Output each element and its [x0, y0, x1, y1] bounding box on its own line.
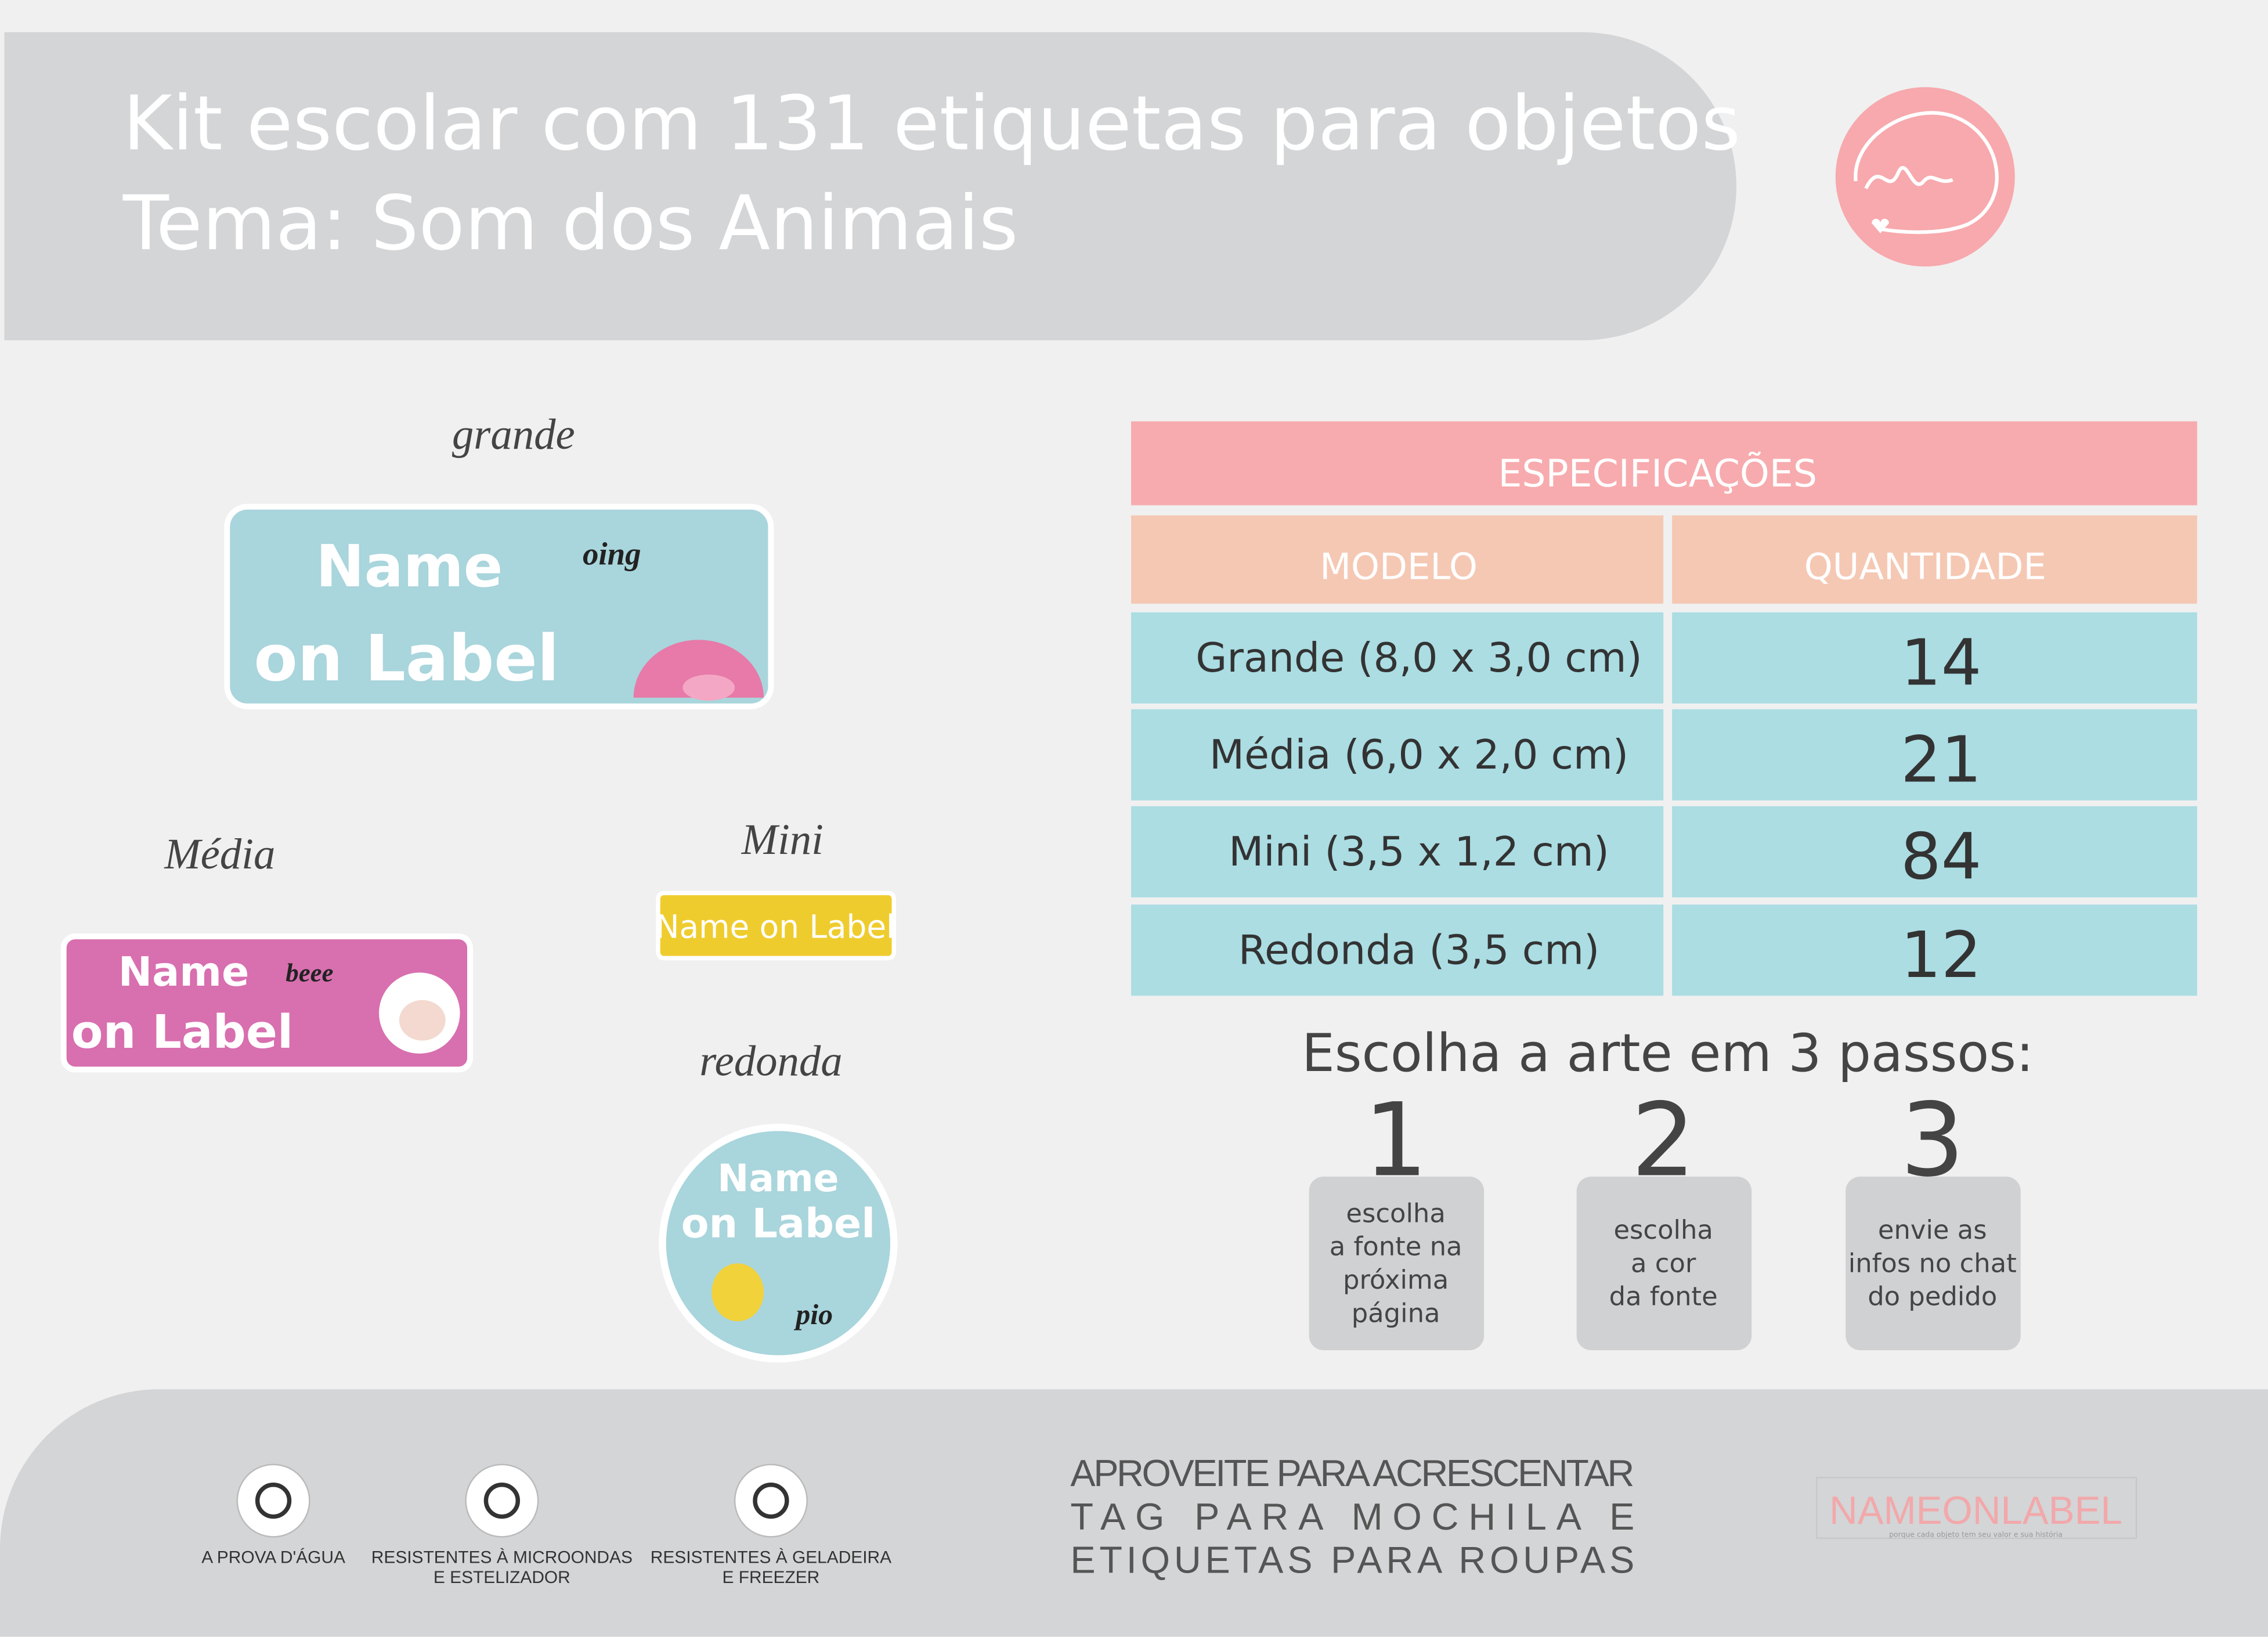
table-body: Grande (8,0 x 3,0 cm) 14 Média (6,0 x 2,0 …	[1131, 612, 2197, 996]
brand-box	[1816, 1477, 2137, 1539]
step-text: a cor	[1631, 1247, 1696, 1278]
model-name: Redonda (3,5 cm)	[1238, 926, 1600, 973]
feature-icon-inner	[255, 1482, 292, 1519]
quantity: 14	[1901, 625, 1982, 699]
step-text: do pedido	[1868, 1281, 1997, 1312]
step-text: escolha	[1613, 1214, 1713, 1245]
header-band	[4, 32, 1737, 341]
cell	[1672, 806, 2197, 897]
label-text: Name	[316, 532, 503, 600]
caption: Mini	[741, 816, 824, 864]
brand-name: NAMEONLABEL	[1829, 1489, 2122, 1533]
model-name: Mini (3,5 x 1,2 cm)	[1229, 828, 1609, 875]
feature-icon-inner	[753, 1482, 789, 1519]
label-text: on Label	[71, 1005, 293, 1059]
feature-label: RESISTENTES À MICROONDAS	[371, 1548, 633, 1567]
chick	[712, 1263, 764, 1322]
feature-icon-inner	[483, 1482, 520, 1519]
model-name: Grande (8,0 x 3,0 cm)	[1196, 634, 1642, 682]
feature-icon	[236, 1463, 310, 1538]
step-number: 1	[1364, 1081, 1428, 1199]
cell	[1131, 904, 1664, 996]
subtitle: Tema: Som dos Animais	[122, 179, 1019, 267]
title: Kit escolar com 131 etiquetas para objet…	[123, 80, 1740, 167]
pig-snout	[682, 675, 735, 701]
label-media	[60, 933, 473, 1073]
cell	[1672, 904, 2197, 996]
feature-label: A PROVA D'ÁGUA	[201, 1548, 345, 1567]
step-number: 3	[1900, 1081, 1964, 1199]
label-text: on Label	[681, 1200, 876, 1247]
feature-label: E FREEZER	[723, 1568, 820, 1587]
step-box	[1309, 1176, 1485, 1350]
logo-mark	[1854, 111, 1999, 235]
column-header: QUANTIDADE	[1804, 546, 2046, 588]
caption: grande	[452, 410, 575, 459]
label-text: pio	[793, 1299, 833, 1330]
table-title: ESPECIFICAÇÕES	[1498, 452, 1817, 496]
footer-band	[0, 1389, 2268, 1637]
step-text: página	[1352, 1297, 1440, 1328]
label-text: Name	[717, 1157, 839, 1200]
cell	[1131, 709, 1664, 801]
step-text: da fonte	[1609, 1281, 1718, 1312]
label-mini	[656, 890, 897, 961]
step-text: escolha	[1346, 1198, 1445, 1228]
cell	[1131, 806, 1664, 897]
cell	[1672, 612, 2197, 704]
header-cell	[1131, 515, 1664, 604]
model-name: Média (6,0 x 2,0 cm)	[1209, 731, 1628, 778]
quantity: 84	[1901, 819, 1982, 893]
step-text: envie as	[1878, 1214, 1987, 1245]
caption: Média	[164, 830, 275, 878]
step-text: infos no chat	[1848, 1247, 2017, 1278]
caption: redonda	[699, 1037, 842, 1085]
quantity: 21	[1901, 722, 1982, 796]
step-box	[1576, 1176, 1752, 1350]
promo-line: TAG PARA MOCHILA E	[1070, 1495, 1634, 1538]
label-text: Name	[118, 949, 249, 996]
feature-icon	[734, 1463, 808, 1538]
feature-label: RESISTENTES À GELADEIRA	[651, 1548, 891, 1567]
cell	[1672, 709, 2197, 801]
step-text: próxima	[1343, 1264, 1449, 1295]
step-text: a fonte na	[1330, 1231, 1462, 1262]
label-text: oing	[583, 536, 641, 572]
cell	[1131, 612, 1664, 704]
brand-tagline: porque cada objeto tem seu valor e sua h…	[1889, 1530, 2063, 1538]
label-text: on Label	[254, 621, 559, 695]
label-text: beee	[286, 958, 333, 987]
label-text: Name on Label	[655, 908, 895, 946]
step-box	[1846, 1176, 2021, 1350]
column-header: MODELO	[1320, 546, 1478, 588]
features: A PROVA D'ÁGUA RESISTENTES À MICROONDASE …	[201, 1463, 891, 1587]
sheep-face	[399, 1000, 446, 1041]
logo-heart	[1872, 218, 1890, 233]
promo-line: APROVEITE PARA ACRESCENTAR	[1070, 1452, 1634, 1494]
step-number: 2	[1631, 1081, 1696, 1199]
label-grande	[224, 503, 774, 709]
feature-icon	[465, 1463, 539, 1538]
steps-title: Escolha a arte em 3 passos:	[1302, 1023, 2034, 1084]
feature-label: E ESTELIZADOR	[434, 1568, 570, 1587]
table-title-bg	[1131, 421, 2197, 506]
header-cell	[1672, 515, 2197, 604]
promo-line: ETIQUETAS PARA ROUPAS	[1070, 1539, 1634, 1581]
quantity: 12	[1901, 918, 1982, 992]
